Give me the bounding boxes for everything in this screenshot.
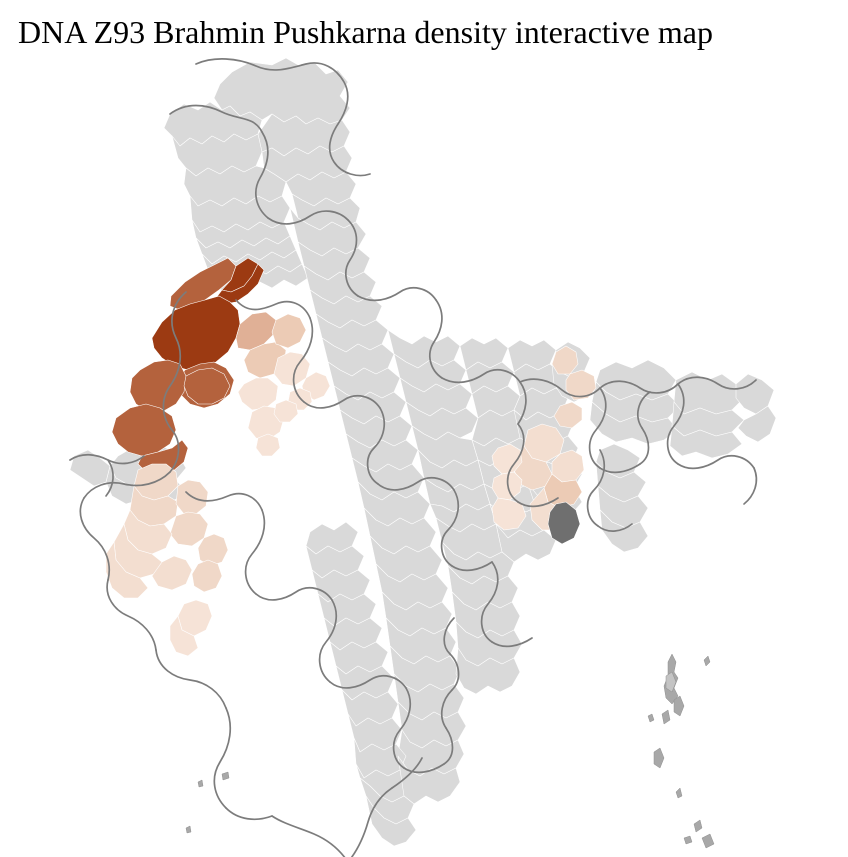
region-west-up[interactable] bbox=[273, 399, 299, 423]
map-canvas[interactable] bbox=[0, 52, 848, 857]
region-mumbai-suburban[interactable] bbox=[169, 615, 199, 657]
island-layer bbox=[185, 653, 715, 849]
highlight-layer[interactable] bbox=[105, 257, 597, 657]
region-alwar[interactable] bbox=[255, 433, 281, 457]
region-junagadh[interactable] bbox=[105, 541, 149, 599]
region-barmer[interactable] bbox=[111, 403, 177, 457]
page-title: DNA Z93 Brahmin Pushkarna density intera… bbox=[18, 14, 713, 50]
region-bikaner-se[interactable] bbox=[183, 367, 231, 405]
region-darjeeling[interactable] bbox=[551, 345, 579, 375]
india-choropleth-map[interactable] bbox=[0, 52, 848, 857]
lakshadweep-islands bbox=[197, 779, 204, 788]
region-jhunjhunu[interactable] bbox=[271, 313, 307, 349]
region-midnapore[interactable] bbox=[491, 497, 527, 531]
region-ajmer[interactable] bbox=[237, 377, 279, 411]
region-bhavnagar[interactable] bbox=[151, 555, 193, 591]
region-sundarbans[interactable] bbox=[547, 501, 581, 545]
region-jodhpur[interactable] bbox=[129, 359, 187, 413]
state-boundaries bbox=[69, 58, 758, 857]
region-surat[interactable] bbox=[191, 559, 223, 593]
district-layer-base[interactable] bbox=[69, 57, 777, 847]
region-churu[interactable] bbox=[235, 311, 277, 351]
region-vadodara[interactable] bbox=[197, 533, 229, 567]
region-jalpaiguri[interactable] bbox=[565, 369, 597, 401]
region-uttar-dinajpur[interactable] bbox=[553, 401, 583, 429]
